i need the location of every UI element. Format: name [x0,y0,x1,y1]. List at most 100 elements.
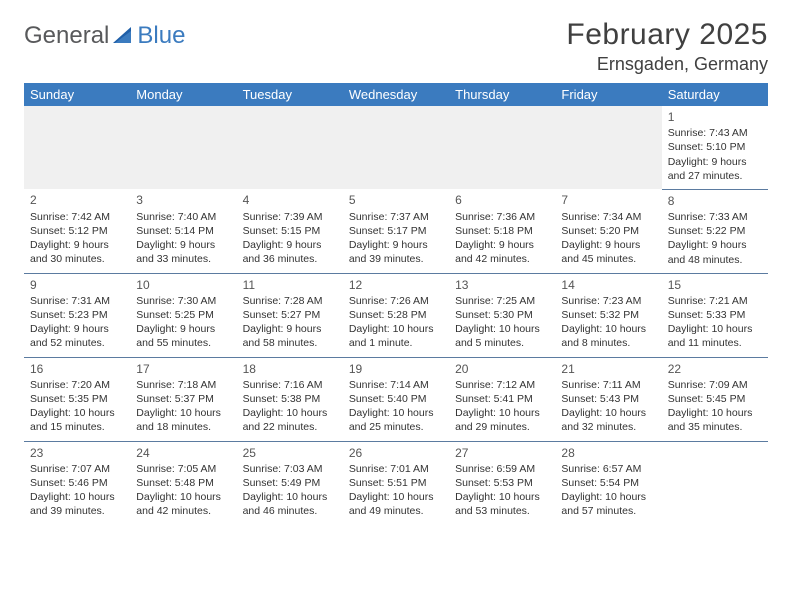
daylight-text: and 53 minutes. [455,504,549,518]
calendar-week-row: 2Sunrise: 7:42 AMSunset: 5:12 PMDaylight… [24,189,768,273]
calendar-day-cell: 20Sunrise: 7:12 AMSunset: 5:41 PMDayligh… [449,357,555,441]
sunrise-text: Sunrise: 6:57 AM [561,462,655,476]
daylight-text: and 18 minutes. [136,420,230,434]
calendar-table: SundayMondayTuesdayWednesdayThursdayFrid… [24,83,768,524]
calendar-week-row: 16Sunrise: 7:20 AMSunset: 5:35 PMDayligh… [24,357,768,441]
daylight-text: Daylight: 10 hours [668,322,762,336]
daylight-text: Daylight: 10 hours [136,490,230,504]
calendar-day-cell: 7Sunrise: 7:34 AMSunset: 5:20 PMDaylight… [555,189,661,273]
weekday-header: Friday [555,83,661,106]
calendar-day-cell: 18Sunrise: 7:16 AMSunset: 5:38 PMDayligh… [237,357,343,441]
weekday-header: Saturday [662,83,768,106]
sunrise-text: Sunrise: 7:40 AM [136,210,230,224]
daylight-text: Daylight: 10 hours [561,490,655,504]
sunset-text: Sunset: 5:45 PM [668,392,762,406]
daylight-text: Daylight: 9 hours [561,238,655,252]
weekday-header: Thursday [449,83,555,106]
daylight-text: and 1 minute. [349,336,443,350]
day-number: 7 [561,192,655,208]
sunrise-text: Sunrise: 7:09 AM [668,378,762,392]
daylight-text: Daylight: 9 hours [30,238,124,252]
sunset-text: Sunset: 5:51 PM [349,476,443,490]
sunrise-text: Sunrise: 7:14 AM [349,378,443,392]
daylight-text: and 30 minutes. [30,252,124,266]
daylight-text: Daylight: 10 hours [455,406,549,420]
day-number: 19 [349,361,443,377]
day-number: 16 [30,361,124,377]
day-number: 20 [455,361,549,377]
calendar-day-cell: 12Sunrise: 7:26 AMSunset: 5:28 PMDayligh… [343,273,449,357]
daylight-text: and 48 minutes. [668,253,762,267]
sunrise-text: Sunrise: 7:33 AM [668,210,762,224]
calendar-day-cell: 11Sunrise: 7:28 AMSunset: 5:27 PMDayligh… [237,273,343,357]
daylight-text: and 39 minutes. [349,252,443,266]
weekday-header: Tuesday [237,83,343,106]
calendar-week-row: 23Sunrise: 7:07 AMSunset: 5:46 PMDayligh… [24,441,768,524]
daylight-text: and 39 minutes. [30,504,124,518]
sunset-text: Sunset: 5:40 PM [349,392,443,406]
day-number: 22 [668,361,762,377]
sunrise-text: Sunrise: 7:01 AM [349,462,443,476]
sunset-text: Sunset: 5:49 PM [243,476,337,490]
sunset-text: Sunset: 5:41 PM [455,392,549,406]
sunset-text: Sunset: 5:20 PM [561,224,655,238]
day-number: 27 [455,445,549,461]
calendar-week-row: 9Sunrise: 7:31 AMSunset: 5:23 PMDaylight… [24,273,768,357]
calendar-day-cell: 6Sunrise: 7:36 AMSunset: 5:18 PMDaylight… [449,189,555,273]
sunset-text: Sunset: 5:22 PM [668,224,762,238]
calendar-day-cell: 1Sunrise: 7:43 AMSunset: 5:10 PMDaylight… [662,106,768,189]
sunset-text: Sunset: 5:15 PM [243,224,337,238]
sunset-text: Sunset: 5:28 PM [349,308,443,322]
day-number: 24 [136,445,230,461]
sunset-text: Sunset: 5:33 PM [668,308,762,322]
day-number: 18 [243,361,337,377]
sunset-text: Sunset: 5:35 PM [30,392,124,406]
page-header: General Blue February 2025 Ernsgaden, Ge… [24,18,768,75]
daylight-text: Daylight: 10 hours [243,406,337,420]
daylight-text: and 49 minutes. [349,504,443,518]
sunset-text: Sunset: 5:48 PM [136,476,230,490]
daylight-text: and 45 minutes. [561,252,655,266]
sunrise-text: Sunrise: 7:18 AM [136,378,230,392]
calendar-day-cell: 8Sunrise: 7:33 AMSunset: 5:22 PMDaylight… [662,189,768,273]
day-number: 5 [349,192,443,208]
calendar-header-row: SundayMondayTuesdayWednesdayThursdayFrid… [24,83,768,106]
day-number: 15 [668,277,762,293]
sunset-text: Sunset: 5:18 PM [455,224,549,238]
sunset-text: Sunset: 5:54 PM [561,476,655,490]
daylight-text: and 22 minutes. [243,420,337,434]
daylight-text: Daylight: 10 hours [243,490,337,504]
sunrise-text: Sunrise: 7:16 AM [243,378,337,392]
day-number: 23 [30,445,124,461]
daylight-text: Daylight: 10 hours [30,406,124,420]
sunset-text: Sunset: 5:12 PM [30,224,124,238]
day-number: 25 [243,445,337,461]
sunrise-text: Sunrise: 7:12 AM [455,378,549,392]
sunrise-text: Sunrise: 7:11 AM [561,378,655,392]
month-title: February 2025 [566,18,768,52]
daylight-text: Daylight: 10 hours [668,406,762,420]
daylight-text: and 58 minutes. [243,336,337,350]
daylight-text: and 42 minutes. [136,504,230,518]
title-block: February 2025 Ernsgaden, Germany [566,18,768,75]
weekday-header: Sunday [24,83,130,106]
sunset-text: Sunset: 5:37 PM [136,392,230,406]
daylight-text: and 57 minutes. [561,504,655,518]
daylight-text: Daylight: 10 hours [136,406,230,420]
day-number: 8 [668,193,762,209]
daylight-text: Daylight: 10 hours [349,406,443,420]
daylight-text: and 15 minutes. [30,420,124,434]
daylight-text: Daylight: 9 hours [136,322,230,336]
calendar-day-cell [24,106,130,189]
sunrise-text: Sunrise: 7:28 AM [243,294,337,308]
sunrise-text: Sunrise: 6:59 AM [455,462,549,476]
day-number: 1 [668,109,762,125]
day-number: 3 [136,192,230,208]
day-number: 26 [349,445,443,461]
sunset-text: Sunset: 5:23 PM [30,308,124,322]
sunrise-text: Sunrise: 7:31 AM [30,294,124,308]
calendar-day-cell [555,106,661,189]
calendar-day-cell: 23Sunrise: 7:07 AMSunset: 5:46 PMDayligh… [24,441,130,524]
sunrise-text: Sunrise: 7:20 AM [30,378,124,392]
calendar-day-cell: 19Sunrise: 7:14 AMSunset: 5:40 PMDayligh… [343,357,449,441]
